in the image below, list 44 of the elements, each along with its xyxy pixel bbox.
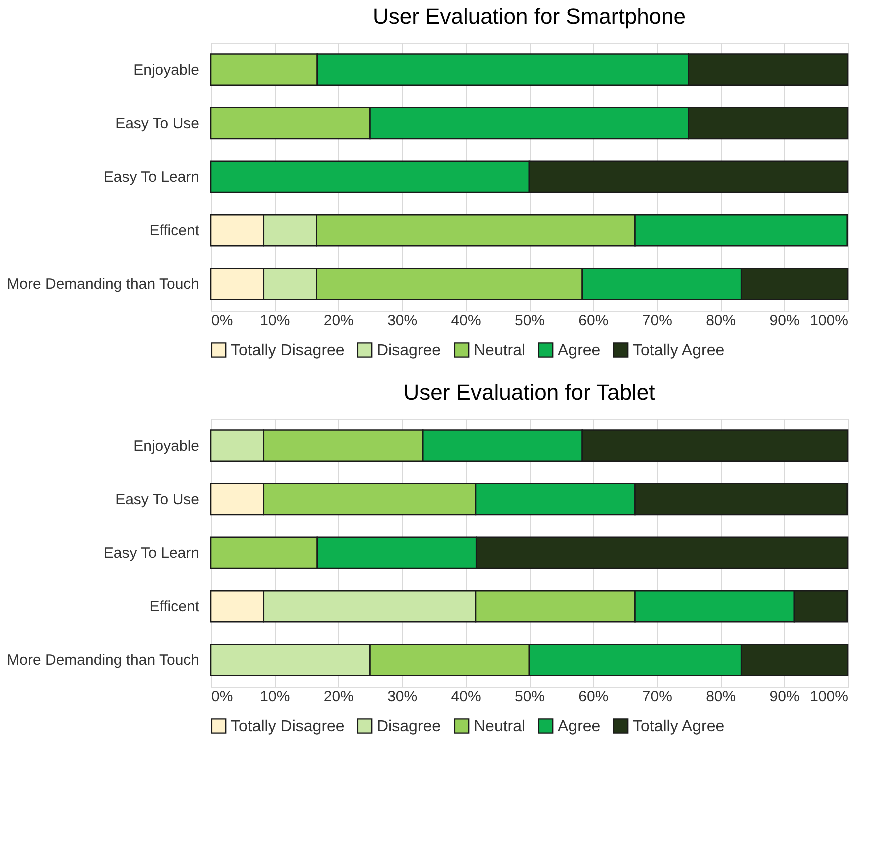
- x-tick-label: 80%: [706, 312, 736, 330]
- x-tick-label: 70%: [642, 688, 672, 706]
- x-tick-label: 10%: [260, 688, 290, 706]
- legend-label: Disagree: [377, 342, 442, 360]
- chart-title: User Evaluation for Tablet: [404, 380, 656, 405]
- x-tick-label: 0%: [212, 688, 234, 706]
- y-tick-label: Easy To Use: [116, 491, 200, 508]
- x-tick-label: 60%: [578, 688, 609, 706]
- x-tick-label: 100%: [810, 688, 848, 706]
- x-tick-label: 90%: [770, 312, 800, 330]
- y-tick-label: Efficent: [150, 598, 200, 616]
- legend-label: Totally Agree: [633, 342, 725, 360]
- x-tick-label: 40%: [451, 312, 482, 330]
- x-tick-label: 90%: [770, 688, 800, 706]
- legend-label: Disagree: [377, 718, 442, 736]
- legend-label: Neutral: [474, 342, 526, 360]
- x-tick-label: 80%: [706, 688, 736, 706]
- x-tick-label: 60%: [578, 312, 609, 330]
- y-tick-label: Efficent: [150, 222, 200, 240]
- x-tick-label: 20%: [324, 312, 354, 330]
- y-tick-label: Easy To Learn: [104, 169, 200, 186]
- x-tick-label: 50%: [514, 312, 546, 330]
- y-tick-label: Easy To Use: [116, 115, 200, 132]
- y-tick-label: Easy To Learn: [104, 545, 200, 562]
- x-tick-label: 0%: [212, 312, 234, 330]
- x-tick-label: 20%: [324, 688, 354, 706]
- y-tick-label: More Demanding than Touch: [7, 652, 200, 670]
- x-tick-label: 40%: [451, 688, 482, 706]
- y-tick-label: Enjoyable: [134, 438, 200, 455]
- legend-label: Neutral: [474, 718, 526, 736]
- x-tick-label: 30%: [388, 312, 418, 330]
- x-tick-label: 70%: [642, 312, 672, 330]
- x-tick-label: 30%: [388, 688, 418, 706]
- legend-label: Agree: [558, 342, 601, 360]
- x-tick-label: 100%: [810, 312, 848, 330]
- legend-label: Totally Disagree: [231, 342, 345, 360]
- legend-label: Totally Agree: [633, 718, 725, 736]
- y-tick-label: More Demanding than Touch: [7, 276, 200, 294]
- x-tick-label: 50%: [514, 688, 546, 706]
- y-tick-label: Enjoyable: [134, 62, 200, 79]
- legend-label: Totally Disagree: [231, 718, 345, 736]
- legend-label: Agree: [558, 718, 601, 736]
- chart-title: User Evaluation for Smartphone: [372, 4, 686, 29]
- x-tick-label: 10%: [260, 312, 290, 330]
